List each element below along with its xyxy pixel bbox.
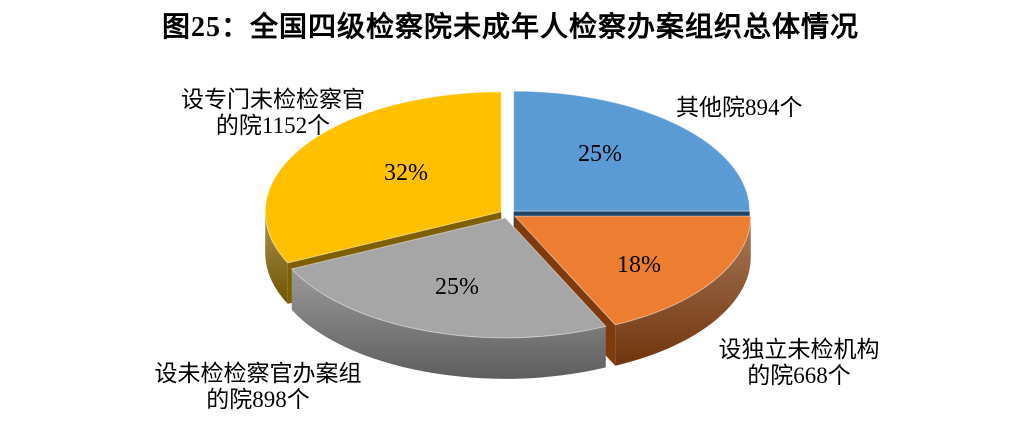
category-label-dedicated: 设专门未检检察官 的院1152个 bbox=[181, 87, 365, 139]
category-label-casegroup-line1: 设未检检察官办案组 bbox=[154, 361, 362, 386]
category-label-independent: 设独立未检机构 的院668个 bbox=[719, 337, 880, 389]
category-label-casegroup-line2: 的院898个 bbox=[206, 387, 310, 412]
pie-slice-independent-top bbox=[513, 215, 752, 326]
chart-title: 图25：全国四级检察院未成年人检察办案组织总体情况 bbox=[161, 12, 859, 43]
percent-label-casegroup: 25% bbox=[435, 274, 479, 300]
category-label-casegroup: 设未检检察官办案组 的院898个 bbox=[155, 361, 362, 413]
category-label-other: 其他院894个 bbox=[676, 95, 803, 121]
category-label-independent-line2: 的院668个 bbox=[747, 363, 851, 388]
percent-label-dedicated: 32% bbox=[384, 160, 428, 186]
category-label-other-line1: 其他院894个 bbox=[676, 95, 803, 120]
percent-label-independent: 18% bbox=[617, 252, 661, 278]
category-label-dedicated-line2: 的院1152个 bbox=[215, 113, 331, 138]
pie-slice-casegroup-rim-wall bbox=[291, 268, 606, 379]
pie-slice-other-top bbox=[513, 90, 751, 212]
pie-slice-independent-rim-wall bbox=[615, 216, 751, 366]
pie-slice-casegroup bbox=[290, 217, 607, 379]
category-label-independent-line1: 设独立未检机构 bbox=[718, 337, 880, 362]
pie-slice-dedicated-top bbox=[264, 91, 502, 264]
category-label-dedicated-line1: 设专门未检检察官 bbox=[181, 87, 365, 112]
pie-slice-casegroup-top bbox=[290, 217, 607, 339]
percent-label-other: 25% bbox=[578, 141, 622, 167]
pie-slice-dedicated-rim-wall bbox=[265, 211, 288, 304]
